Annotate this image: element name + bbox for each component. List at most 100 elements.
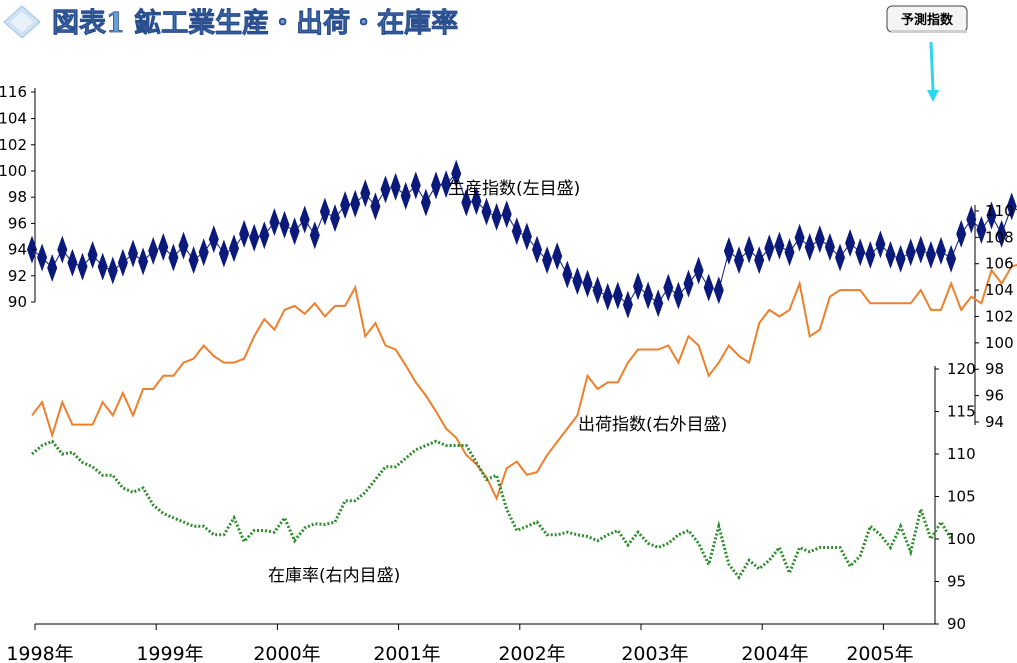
forecast-callout: 予測指数 [886,5,968,102]
production-point [259,221,270,250]
production-point [754,246,765,275]
chart-title: 図表1 鉱工業生産・出荷・在庫率 [3,5,459,39]
production-point [279,210,290,239]
production-point [925,240,936,269]
production-point [148,236,159,265]
production-point [350,189,361,218]
production-point [289,217,300,246]
production-point [572,267,583,296]
right-outer-tick-label: 104 [985,281,1014,299]
production-point [552,242,563,271]
inventory-series-label: 在庫率(右内目盛) [268,566,400,586]
left-tick-label: 100 [0,162,27,180]
production-point [400,181,411,210]
right-outer-tick-label: 108 [985,228,1014,246]
production-point [471,187,482,216]
production-point [380,175,391,204]
production-point [57,235,68,264]
x-tick-label: 2004年 [741,643,808,663]
left-tick-label: 94 [8,241,27,259]
series-inventory [31,439,953,580]
production-point [764,234,775,263]
production-point [239,219,250,248]
production-point [441,170,452,199]
production-point [1006,192,1017,221]
production-point [158,232,169,261]
right-inner-axis-ticks: 90 95 100 105 110 115 120 [935,360,976,633]
production-point [734,246,744,275]
production-point [966,205,977,234]
production-point [592,276,603,305]
production-point [420,188,431,217]
production-point [693,256,704,285]
shipments-line [31,263,1017,502]
production-point [481,197,492,226]
x-tick-label: 2005年 [846,643,913,663]
series-production [27,159,1017,319]
production-point [340,191,351,220]
production-point [703,273,714,302]
right-outer-tick-label: 106 [985,255,1014,273]
production-point [87,240,98,269]
production-series-label: 生産指数(左目盛) [448,179,580,199]
production-point [168,243,179,272]
production-point [198,238,209,267]
left-tick-label: 90 [8,293,27,311]
inventory-line [31,439,953,580]
production-point [47,253,58,282]
production-point [633,272,643,301]
production-point [946,244,957,273]
production-point [390,172,401,201]
production-point [370,192,381,221]
production-point [602,282,613,311]
right-inner-tick-label: 95 [947,573,966,591]
production-point [410,171,421,200]
x-tick-label: 2002年 [498,643,565,663]
right-outer-tick-label: 94 [985,413,1004,431]
production-point [855,238,866,267]
production-point [67,248,78,277]
left-tick-label: 92 [8,267,27,285]
production-point [956,219,967,248]
production-point [794,223,805,252]
production-point [319,197,330,226]
production-point [804,232,815,261]
production-point [360,179,371,208]
left-tick-label: 96 [8,214,27,232]
production-point [582,269,593,298]
left-tick-label: 102 [0,136,27,154]
right-inner-tick-label: 110 [947,445,976,463]
right-outer-tick-label: 110 [985,202,1014,220]
title-text: 図表1 鉱工業生産・出荷・在庫率 [52,7,458,39]
production-point [532,235,542,264]
production-point [784,238,795,267]
right-outer-tick-label: 98 [985,360,1004,378]
x-tick-label: 2001年 [373,643,440,663]
production-point [986,201,997,230]
right-inner-tick-label: 100 [947,530,976,548]
axes [34,88,976,625]
production-point [885,240,896,269]
production-point [936,236,946,265]
production-point [612,281,623,310]
right-inner-tick-label: 120 [947,360,976,378]
title-diamond-icon [3,5,41,39]
left-tick-label: 116 [0,83,27,101]
forecast-label: 予測指数 [901,12,954,28]
production-point [299,205,310,234]
production-point [713,276,724,305]
production-point [97,252,108,281]
production-point [208,225,219,254]
production-point [905,238,916,267]
production-point [37,243,48,272]
production-point [643,281,654,310]
right-inner-tick-label: 90 [947,615,966,633]
x-tick-label: 1999年 [136,643,203,663]
left-tick-label: 98 [8,188,27,206]
production-point [723,236,734,265]
production-point [562,260,573,289]
production-point [744,235,755,264]
x-tick-label: 2003年 [621,643,688,663]
production-point [138,247,149,276]
